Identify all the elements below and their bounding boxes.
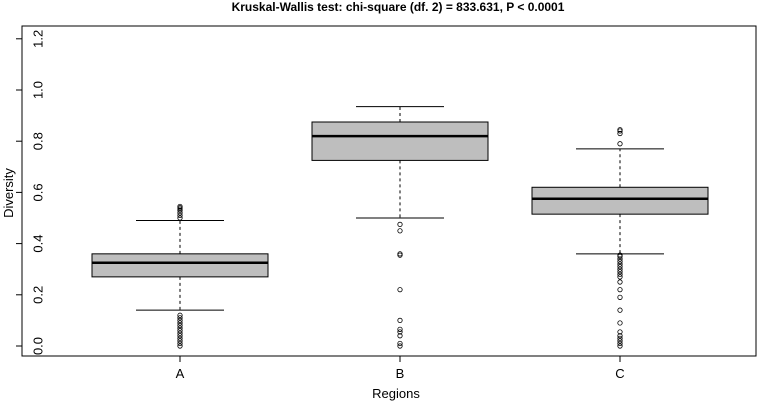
outlier-A-3 [177,335,183,341]
x-axis-label: Regions [372,386,420,401]
boxes-group [91,106,709,349]
outlier-C-12 [617,271,623,277]
outlier-C-18 [617,256,623,262]
outlier-A-5 [177,330,183,336]
outlier-B-9 [397,228,403,234]
outlier-B-5 [397,317,403,323]
y-tick-label-5: 1.0 [31,81,46,99]
outlier-A-9 [177,320,183,326]
box-group-C [531,127,709,349]
outlier-A-14 [177,212,183,219]
outlier-C-24 [617,127,623,133]
x-tick-label-A: A [176,366,185,381]
outlier-C-13 [617,269,623,275]
outlier-B-3 [397,329,403,335]
box-A [91,253,269,278]
outlier-A-11 [177,315,183,321]
y-tick-label-3: 0.6 [31,183,46,201]
outlier-C-0 [617,343,623,349]
outlier-A-12 [177,312,183,318]
outlier-A-0 [177,343,183,349]
outlier-C-11 [617,274,623,280]
outlier-A-7 [177,325,183,331]
y-tick-label-6: 1.2 [31,30,46,48]
outlier-C-1 [617,340,623,347]
outlier-A-8 [177,322,183,329]
outlier-C-10 [617,279,623,285]
outlier-A-13 [177,215,183,221]
outlier-A-15 [177,210,183,216]
outlier-C-15 [617,264,623,270]
outlier-C-20 [617,252,623,258]
outlier-C-22 [617,130,623,137]
outlier-B-0 [397,343,403,349]
y-axis: 0.0 0.2 0.4 0.6 0.8 1.0 1.2 [16,30,46,355]
outlier-C-7 [617,307,623,313]
box-B [311,121,489,161]
outlier-C-2 [617,338,623,344]
outlier-C-21 [617,141,623,147]
outlier-B-2 [397,333,403,339]
x-tick-label-B: B [396,366,405,381]
outlier-C-3 [617,335,623,341]
plot-frame [21,25,757,357]
box-group-B [311,106,489,349]
outlier-A-10 [177,317,183,323]
box-C [531,186,709,215]
outlier-C-4 [617,333,623,339]
chart-title: Kruskal-Wallis test: chi-square (df. 2) … [232,0,565,14]
outlier-A-19 [177,203,183,210]
outlier-C-14 [617,266,623,272]
y-tick-label-0: 0.0 [31,337,46,355]
x-axis: A B C [176,356,625,381]
outlier-C-6 [617,320,623,326]
outlier-A-4 [177,333,183,339]
outlier-B-6 [397,287,403,293]
outlier-A-1 [177,340,183,347]
outlier-C-8 [617,294,623,300]
outlier-C-5 [617,329,623,335]
outlier-A-2 [177,338,183,344]
outlier-C-16 [617,261,623,267]
outlier-B-10 [397,221,403,227]
x-tick-label-C: C [615,366,624,381]
outlier-C-17 [617,258,623,265]
outlier-B-8 [397,251,403,257]
y-tick-label-2: 0.4 [31,235,46,253]
outlier-C-9 [617,287,623,293]
y-axis-label: Diversity [1,168,16,218]
y-tick-label-1: 0.2 [31,286,46,304]
outlier-B-1 [397,340,403,347]
box-group-A [91,203,269,349]
y-tick-label-4: 0.8 [31,132,46,150]
outlier-B-4 [397,326,403,332]
outlier-A-6 [177,328,183,334]
